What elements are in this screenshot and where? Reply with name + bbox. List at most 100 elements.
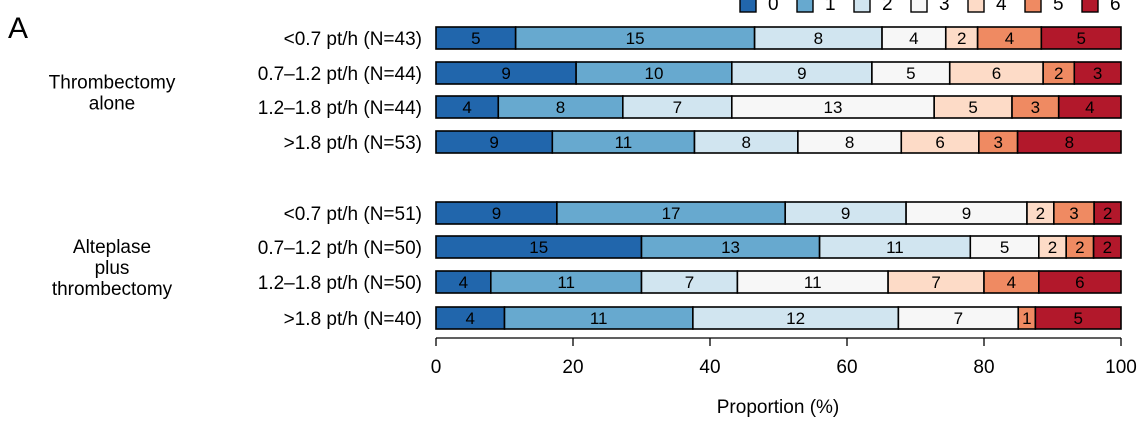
segment-label: 11	[886, 238, 904, 257]
segment-label: 2	[1036, 204, 1045, 223]
segment-label: 10	[644, 64, 663, 83]
legend-label: 2	[882, 0, 893, 15]
bar-row: >1.8 pt/h (N=53) 9 11 8 8 6 3 8	[284, 130, 1122, 154]
legend-entry: 4	[967, 0, 1007, 15]
segment-label: 2	[1048, 238, 1057, 257]
x-tick-label: 100	[1105, 357, 1137, 378]
legend-label: 3	[939, 0, 950, 15]
segment-label: 9	[962, 204, 971, 223]
x-tick-label: 40	[699, 357, 720, 378]
segment-label: 11	[590, 309, 608, 328]
segment-label: 7	[954, 309, 963, 328]
legend-entry: 3	[910, 0, 950, 15]
segment-label: 4	[1005, 29, 1014, 48]
x-tick-label: 60	[836, 357, 857, 378]
panel-label: A	[8, 12, 28, 45]
bar-row: >1.8 pt/h (N=40) 4 11 12 7 1 5	[284, 306, 1122, 330]
x-tick-label: 80	[973, 357, 994, 378]
bar-row: 1.2–1.8 pt/h (N=50) 4 11 7 11 7 4 6	[258, 270, 1122, 294]
segment-label: 9	[492, 204, 501, 223]
row-label: >1.8 pt/h (N=40)	[284, 309, 422, 330]
bar-segment	[1034, 306, 1122, 330]
segment-label: 2	[1103, 238, 1112, 257]
segment-label: 12	[786, 309, 805, 328]
segment-label: 5	[1000, 238, 1009, 257]
group-label-line: plus	[95, 258, 130, 279]
x-tick-label: 20	[562, 357, 583, 378]
group-label-line: Thrombectomy	[49, 73, 176, 94]
segment-label: 8	[741, 133, 750, 152]
segment-label: 5	[1076, 29, 1085, 48]
bar-row: <0.7 pt/h (N=51) 9 17 9 9 2 3 2	[284, 201, 1122, 225]
row-label: 0.7–1.2 pt/h (N=50)	[258, 238, 422, 259]
row-label: <0.7 pt/h (N=51)	[284, 204, 422, 225]
segment-label: 4	[466, 309, 475, 328]
row-label: 1.2–1.8 pt/h (N=50)	[258, 273, 422, 294]
segment-label: 6	[935, 133, 944, 152]
bar-segment	[1093, 201, 1122, 225]
group-label-line: thrombectomy	[52, 279, 173, 300]
bar-row: 0.7–1.2 pt/h (N=50) 15 13 11 5 2 2 2	[258, 235, 1122, 259]
legend-swatch	[853, 0, 871, 13]
legend-entry: 0	[739, 0, 779, 15]
legend: 0 1 2 3 4 5 6	[739, 0, 1121, 15]
group-label: Thrombectomy alone	[49, 73, 176, 115]
bar-row: <0.7 pt/h (N=43) 5 15 8 4 2 4 5	[284, 26, 1122, 50]
segment-label: 9	[841, 204, 850, 223]
segment-label: 9	[797, 64, 806, 83]
segment-label: 5	[1073, 309, 1082, 328]
segment-label: 13	[721, 238, 740, 257]
segment-label: 13	[824, 98, 843, 117]
legend-swatch	[739, 0, 757, 13]
bar-row: 1.2–1.8 pt/h (N=44) 4 8 7 13 5 3 4	[258, 95, 1122, 119]
bar-segment	[1092, 235, 1122, 259]
group-label: Alteplase plus thrombectomy	[52, 237, 173, 300]
segment-label: 2	[1103, 204, 1112, 223]
segment-label: 15	[529, 238, 548, 257]
segment-label: 3	[1069, 204, 1078, 223]
segment-label: 17	[662, 204, 681, 223]
segment-label: 1	[1022, 309, 1031, 328]
x-axis: 0 20 40 60 80 100	[431, 337, 1137, 378]
legend-label: 0	[768, 0, 779, 15]
legend-swatch	[796, 0, 814, 13]
segment-label: 11	[557, 273, 575, 292]
row-label: <0.7 pt/h (N=43)	[284, 29, 422, 50]
segment-label: 15	[626, 29, 645, 48]
legend-swatch	[1081, 0, 1099, 13]
group-labels: Thrombectomy alone Alteplase plus thrombecto…	[49, 73, 176, 301]
segment-label: 9	[489, 133, 498, 152]
legend-entry: 2	[853, 0, 893, 15]
segment-label: 7	[673, 98, 682, 117]
segment-label: 5	[906, 64, 915, 83]
bar-segment	[1040, 26, 1122, 50]
bar-segment	[1073, 61, 1122, 85]
segment-label: 4	[1007, 273, 1016, 292]
segment-label: 11	[615, 133, 633, 152]
group-label-line: alone	[89, 94, 136, 115]
bar-row: 0.7–1.2 pt/h (N=44) 9 10 9 5 6 2 3	[258, 61, 1122, 85]
row-label: 1.2–1.8 pt/h (N=44)	[258, 98, 422, 119]
segment-label: 4	[459, 273, 468, 292]
legend-swatch	[910, 0, 928, 13]
x-axis-label: Proportion (%)	[717, 397, 840, 418]
segment-label: 11	[804, 273, 822, 292]
segment-label: 2	[957, 29, 966, 48]
segment-label: 9	[501, 64, 510, 83]
row-label: 0.7–1.2 pt/h (N=44)	[258, 64, 422, 85]
legend-entry: 1	[796, 0, 836, 15]
segment-label: 6	[992, 64, 1001, 83]
segment-label: 3	[993, 133, 1002, 152]
segment-label: 5	[471, 29, 480, 48]
legend-label: 1	[825, 0, 836, 15]
segment-label: 8	[845, 133, 854, 152]
bars: <0.7 pt/h (N=43) 5 15 8 4 2 4 50.7–1.2 pt/h (N=…	[258, 26, 1122, 330]
legend-entry: 5	[1024, 0, 1064, 15]
bar-segment	[1016, 130, 1122, 154]
segment-label: 7	[931, 273, 940, 292]
segment-label: 8	[1065, 133, 1074, 152]
segment-label: 8	[814, 29, 823, 48]
x-tick-label: 0	[431, 357, 442, 378]
group-label-line: Alteplase	[73, 237, 151, 258]
